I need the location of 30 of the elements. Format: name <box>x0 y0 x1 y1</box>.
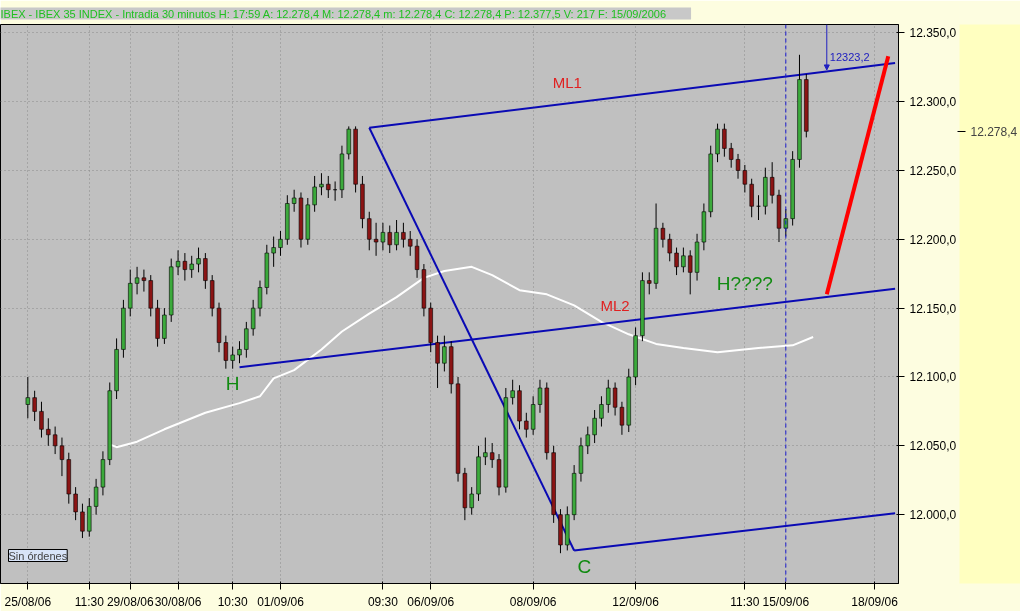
x-tick-label: 06/09/06 <box>407 594 455 609</box>
x-tick-label: 25/08/06 <box>4 594 52 609</box>
x-tick-label: 12/09/06 <box>612 594 660 609</box>
annotation: ML2 <box>600 296 630 314</box>
y-tick-label: 12.100,0 <box>909 370 957 385</box>
annotation: H???? <box>716 272 773 294</box>
y-tick-label: 12.300,0 <box>909 95 957 110</box>
y-tick-label: 12.000,0 <box>909 508 957 523</box>
annotation: C <box>577 556 592 578</box>
annotation: ML1 <box>552 73 582 91</box>
y-tick-label: 12.150,0 <box>909 301 957 316</box>
x-tick-label: 30/08/06 <box>154 594 202 609</box>
y-tick-label: 12.200,0 <box>909 232 957 247</box>
x-tick-label: 11:30 <box>74 594 105 609</box>
annotation: Sin órdenes <box>8 549 68 562</box>
x-tick-label: 08/09/06 <box>509 594 557 609</box>
x-tick-label: 01/09/06 <box>257 594 305 609</box>
x-tick-label: 11:30 <box>730 594 760 609</box>
y-tick-label: 12.250,0 <box>909 163 957 178</box>
x-tick-label: 09:30 <box>367 594 399 609</box>
annotation: H <box>225 373 240 395</box>
chart-title: IBEX - IBEX 35 INDEX - Intradia 30 minutos H: 17:59 A: 12.278,4 M: 12.278,4 m: 12.278,4 C: 12.278,4 P: 12.377,5 V: 217 F: 15/09/2006 <box>0 7 667 20</box>
annotation: 12323,2 <box>829 51 870 64</box>
x-tick-label: 15/09/06 <box>762 594 810 609</box>
x-tick-label: 18/09/06 <box>851 594 899 609</box>
x-tick-label: 29/08/06 <box>106 594 154 609</box>
y-tick-label: 12.050,0 <box>909 439 957 454</box>
text: 12.278,4 <box>970 124 1018 139</box>
y-tick-label: 12.350,0 <box>909 26 957 41</box>
x-tick-label: 10:30 <box>217 594 249 609</box>
